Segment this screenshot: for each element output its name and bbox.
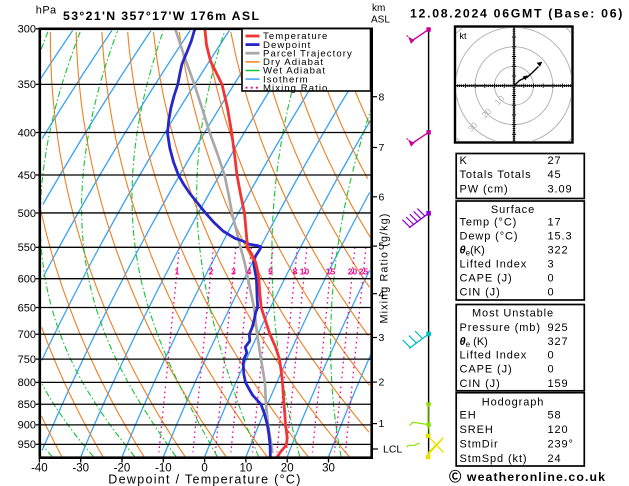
svg-text:Surface: Surface [491,204,535,216]
svg-text:239°: 239° [548,439,574,451]
svg-text:800: 800 [18,377,36,389]
svg-text:15: 15 [326,267,336,277]
svg-text:20: 20 [348,267,358,277]
svg-text:700: 700 [18,329,36,341]
svg-text:LCL: LCL [383,444,402,456]
svg-text:Dry Adiabat: Dry Adiabat [263,57,324,68]
svg-text:θe(K): θe(K) [460,245,485,258]
svg-text:500: 500 [18,208,36,220]
svg-text:0: 0 [548,364,555,376]
svg-text:900: 900 [18,420,36,432]
svg-text:27: 27 [548,155,562,167]
svg-text:Pressure (mb): Pressure (mb) [460,322,541,334]
svg-text:750: 750 [18,354,36,366]
svg-text:Lifted Index: Lifted Index [460,349,528,361]
svg-text:350: 350 [18,79,36,91]
svg-text:8: 8 [293,267,298,277]
svg-text:400: 400 [18,127,36,139]
svg-text:kt: kt [460,31,468,41]
svg-text:3: 3 [231,267,236,277]
svg-text:CIN (J): CIN (J) [460,378,501,390]
svg-text:0: 0 [201,463,207,475]
svg-text:-10: -10 [155,463,172,475]
svg-text:322: 322 [548,245,569,257]
svg-text:4: 4 [379,288,385,300]
svg-text:850: 850 [18,399,36,411]
svg-text:1: 1 [175,267,180,277]
svg-text:Lifted Index: Lifted Index [460,258,528,270]
svg-text:Parcel Trajectory: Parcel Trajectory [263,48,353,59]
svg-text:PW (cm): PW (cm) [460,184,509,196]
svg-text:45: 45 [548,169,562,181]
svg-text:CAPE (J): CAPE (J) [460,273,513,285]
svg-text:ASL: ASL [371,15,390,26]
svg-text:EH: EH [460,410,477,422]
svg-text:120: 120 [548,424,569,436]
svg-text:24: 24 [548,453,562,465]
svg-text:Dewpoint: Dewpoint [263,40,311,51]
svg-text:58: 58 [548,410,562,422]
svg-text:Dewp (°C): Dewp (°C) [460,231,519,243]
svg-text:StmSpd (kt): StmSpd (kt) [460,453,528,465]
svg-text:Totals Totals: Totals Totals [460,169,532,181]
svg-text:CAPE (J): CAPE (J) [460,364,513,376]
svg-text:-20: -20 [114,463,131,475]
svg-text:Isotherm: Isotherm [263,74,309,85]
svg-text:0: 0 [548,349,555,361]
svg-text:20: 20 [281,463,294,475]
svg-text:-30: -30 [72,463,89,475]
svg-text:10: 10 [240,463,253,475]
svg-text:Ⓒ weatheronline.co.uk: Ⓒ weatheronline.co.uk [449,469,606,484]
svg-text:Dewpoint / Temperature (°C): Dewpoint / Temperature (°C) [108,473,301,486]
svg-text:10: 10 [300,267,310,277]
svg-text:0: 0 [548,273,555,285]
svg-text:5: 5 [379,241,385,253]
svg-text:θe (K): θe (K) [460,336,488,349]
svg-text:SREH: SREH [460,424,494,436]
svg-text:0: 0 [548,287,555,299]
svg-text:550: 550 [18,242,36,254]
svg-text:StmDir: StmDir [460,439,499,451]
svg-text:53°21'N 357°17'W 176m ASL: 53°21'N 357°17'W 176m ASL [63,9,260,23]
svg-text:950: 950 [18,439,36,451]
svg-text:300: 300 [18,24,36,36]
svg-text:Mixing Ratio (g/kg): Mixing Ratio (g/kg) [379,213,391,324]
svg-text:4: 4 [247,267,252,277]
svg-text:450: 450 [18,170,36,182]
svg-text:Mixing Ratio: Mixing Ratio [263,83,328,94]
svg-text:Temperature: Temperature [263,31,328,42]
svg-text:15.3: 15.3 [548,231,573,243]
svg-text:327: 327 [548,336,569,348]
svg-text:5: 5 [268,267,273,277]
svg-text:8: 8 [379,91,385,103]
svg-text:-40: -40 [31,463,48,475]
svg-text:CIN (J): CIN (J) [460,287,501,299]
svg-text:3: 3 [379,332,385,344]
svg-text:km: km [372,3,385,14]
svg-text:2: 2 [209,267,214,277]
svg-text:17: 17 [548,217,562,229]
svg-text:600: 600 [18,274,36,286]
svg-text:Temp (°C): Temp (°C) [460,217,518,229]
svg-text:1: 1 [379,418,385,430]
svg-text:7: 7 [379,142,385,154]
svg-text:Wet Adiabat: Wet Adiabat [263,66,326,77]
svg-text:650: 650 [18,302,36,314]
svg-text:30: 30 [322,463,335,475]
svg-text:159: 159 [548,378,569,390]
svg-text:3.09: 3.09 [548,184,573,196]
svg-text:25: 25 [359,267,369,277]
svg-text:2: 2 [379,377,385,389]
svg-text:925: 925 [548,322,569,334]
svg-text:6: 6 [379,191,385,203]
svg-text:12.08.2024 06GMT (Base: 06): 12.08.2024 06GMT (Base: 06) [410,7,624,21]
svg-text:3: 3 [548,258,555,270]
svg-text:Most Unstable: Most Unstable [472,307,554,319]
svg-text:Hodograph: Hodograph [482,396,545,408]
svg-text:K: K [460,155,468,167]
svg-text:hPa: hPa [36,4,57,16]
